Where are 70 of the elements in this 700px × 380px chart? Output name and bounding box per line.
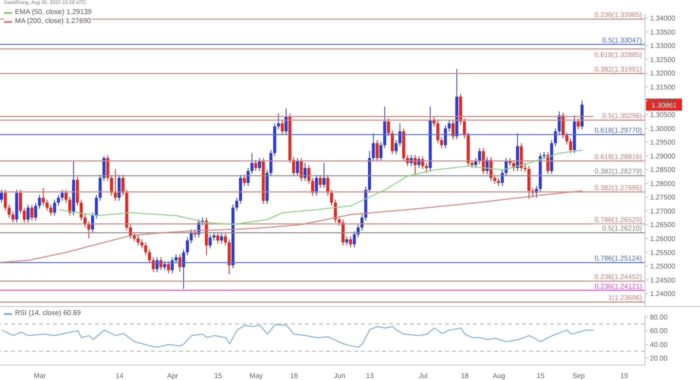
candlestick [516, 132, 519, 172]
candlestick [387, 118, 390, 137]
candlestick [497, 178, 500, 186]
candlestick [376, 140, 379, 162]
candlestick [444, 124, 447, 149]
candlestick [114, 168, 117, 202]
candlestick [178, 254, 182, 273]
candlestick [148, 248, 151, 264]
candlestick [46, 199, 49, 212]
candlestick [318, 174, 322, 188]
candlestick [38, 194, 41, 210]
candlestick [424, 162, 428, 174]
candlestick [53, 199, 56, 216]
candlestick [478, 148, 482, 165]
candlestick [576, 118, 580, 130]
candlestick [163, 260, 166, 271]
candlestick [216, 232, 220, 244]
candlestick [520, 142, 523, 172]
candlestick [11, 211, 14, 223]
candlestick [174, 254, 178, 264]
candlestick [246, 168, 250, 186]
candlestick [580, 100, 584, 130]
candlestick [322, 162, 326, 188]
candlestick [49, 204, 52, 216]
candlestick [220, 233, 224, 244]
candlestick [254, 160, 258, 172]
candlestick [186, 237, 189, 256]
candlestick [390, 130, 394, 155]
candlestick [436, 120, 440, 144]
candlestick [372, 132, 375, 162]
candlestick [345, 236, 348, 246]
candlestick [182, 248, 186, 290]
line-series [1, 324, 594, 348]
candlestick [296, 158, 299, 176]
candlestick [280, 120, 284, 135]
candlestick [26, 204, 30, 223]
candlestick [239, 174, 242, 204]
candlestick [140, 238, 144, 249]
line-series [58, 150, 583, 225]
candlestick [87, 221, 90, 239]
candlestick [250, 152, 254, 174]
candlestick [276, 113, 280, 130]
candlestick [314, 174, 318, 196]
candlestick [452, 120, 454, 140]
candlestick [300, 158, 303, 182]
candlestick [68, 196, 72, 216]
candlestick [91, 212, 94, 233]
candlestick [166, 260, 170, 274]
candlestick [22, 207, 26, 223]
candlestick [527, 166, 530, 200]
candlestick [284, 108, 288, 135]
candlestick [304, 162, 307, 182]
candlestick [258, 158, 261, 172]
candlestick [0, 189, 3, 204]
candlestick [110, 174, 114, 196]
candlestick [18, 189, 22, 214]
candlestick [394, 140, 398, 155]
candlestick [144, 242, 148, 256]
candlestick [30, 204, 34, 222]
candlestick [64, 189, 68, 204]
candlestick [34, 202, 38, 222]
candlestick [208, 234, 212, 249]
candlestick [432, 116, 436, 127]
candlestick [56, 194, 60, 206]
candlestick [42, 187, 45, 206]
candlestick [136, 235, 140, 246]
candlestick [349, 236, 352, 248]
candlestick [482, 148, 485, 174]
candlestick [569, 138, 572, 154]
candlestick [60, 189, 64, 202]
